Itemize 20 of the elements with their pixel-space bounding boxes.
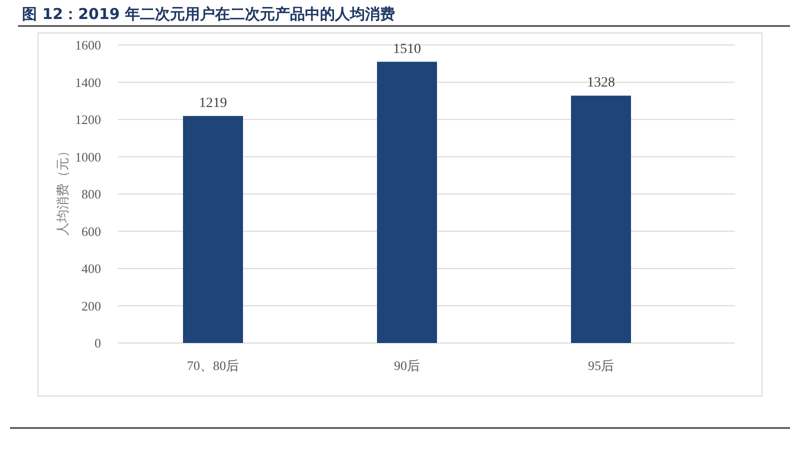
bar [183,116,243,343]
data-label: 1328 [587,76,615,91]
y-tick-label: 1600 [75,38,101,52]
data-label: 1219 [199,96,227,111]
x-tick-label: 90后 [394,358,420,373]
y-tick-label: 800 [82,186,101,202]
y-tick-label: 1400 [75,74,101,90]
y-tick-label: 600 [82,224,101,239]
chart-title: 图 12：2019 年二次元用户在二次元产品中的人均消费 [22,5,396,23]
y-tick-label: 1200 [75,112,101,127]
data-label: 1510 [393,42,421,57]
y-tick-label: 1000 [75,149,101,164]
bar [571,96,631,343]
y-axis-title: 人均消费（元） [56,144,71,236]
y-tick-label: 0 [94,336,101,350]
y-tick-label: 400 [82,261,101,276]
bar [377,62,437,343]
y-tick-label: 200 [82,298,101,314]
x-tick-label: 95后 [588,358,614,373]
x-tick-label: 70、80后 [187,358,239,373]
